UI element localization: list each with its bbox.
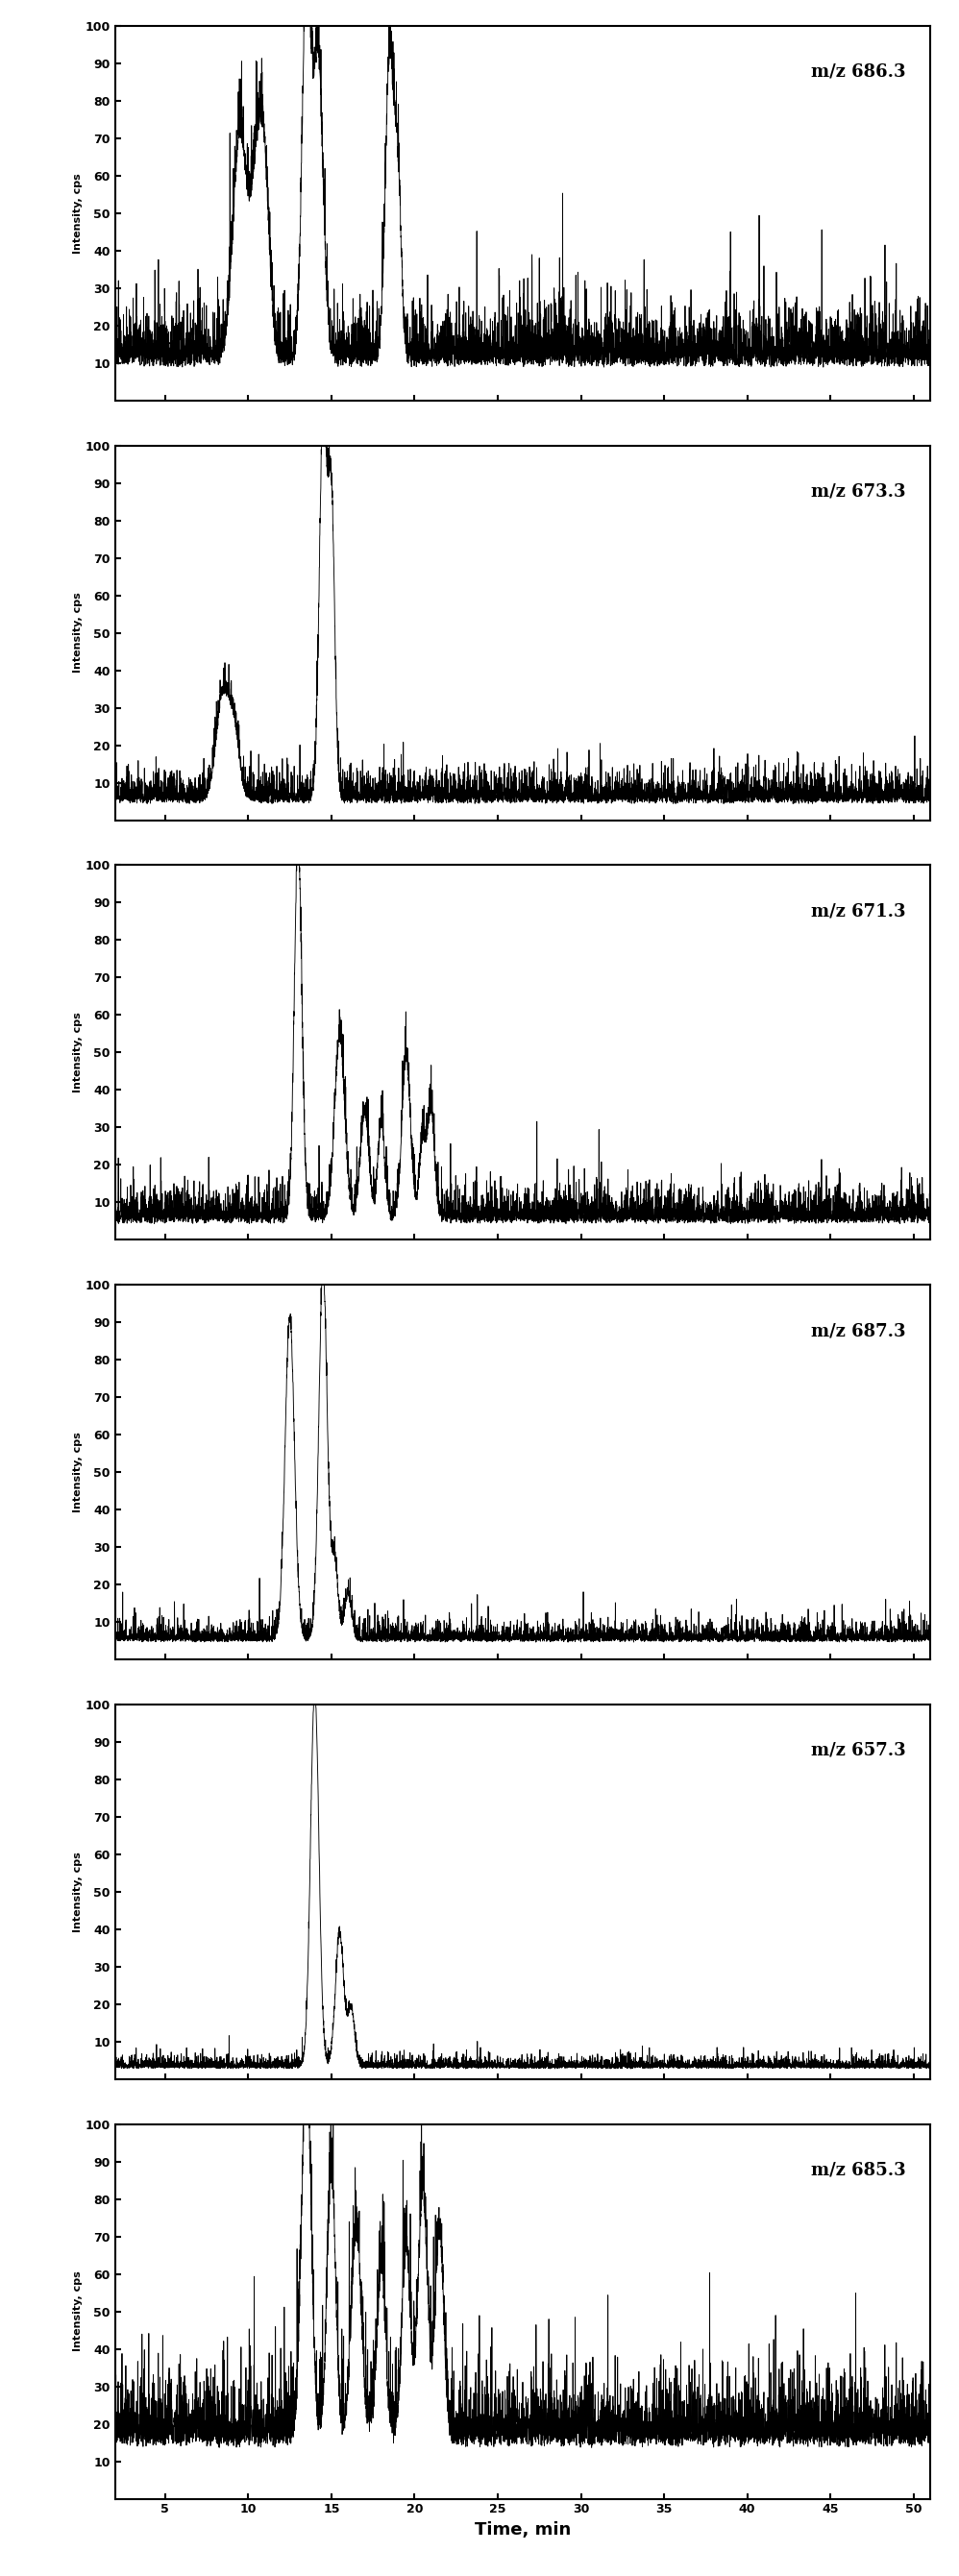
- Y-axis label: Intensity, cps: Intensity, cps: [73, 592, 82, 672]
- Text: m/z 687.3: m/z 687.3: [811, 1321, 905, 1340]
- X-axis label: Time, min: Time, min: [475, 2522, 571, 2537]
- Text: m/z 657.3: m/z 657.3: [811, 1741, 905, 1759]
- Y-axis label: Intensity, cps: Intensity, cps: [73, 1012, 82, 1092]
- Y-axis label: Intensity, cps: Intensity, cps: [73, 173, 82, 252]
- Text: m/z 686.3: m/z 686.3: [811, 64, 905, 80]
- Y-axis label: Intensity, cps: Intensity, cps: [73, 1432, 82, 1512]
- Text: m/z 685.3: m/z 685.3: [811, 2161, 905, 2179]
- Y-axis label: Intensity, cps: Intensity, cps: [73, 2272, 82, 2352]
- Text: m/z 673.3: m/z 673.3: [811, 482, 905, 500]
- Y-axis label: Intensity, cps: Intensity, cps: [73, 1852, 82, 1932]
- Text: m/z 671.3: m/z 671.3: [811, 902, 905, 920]
